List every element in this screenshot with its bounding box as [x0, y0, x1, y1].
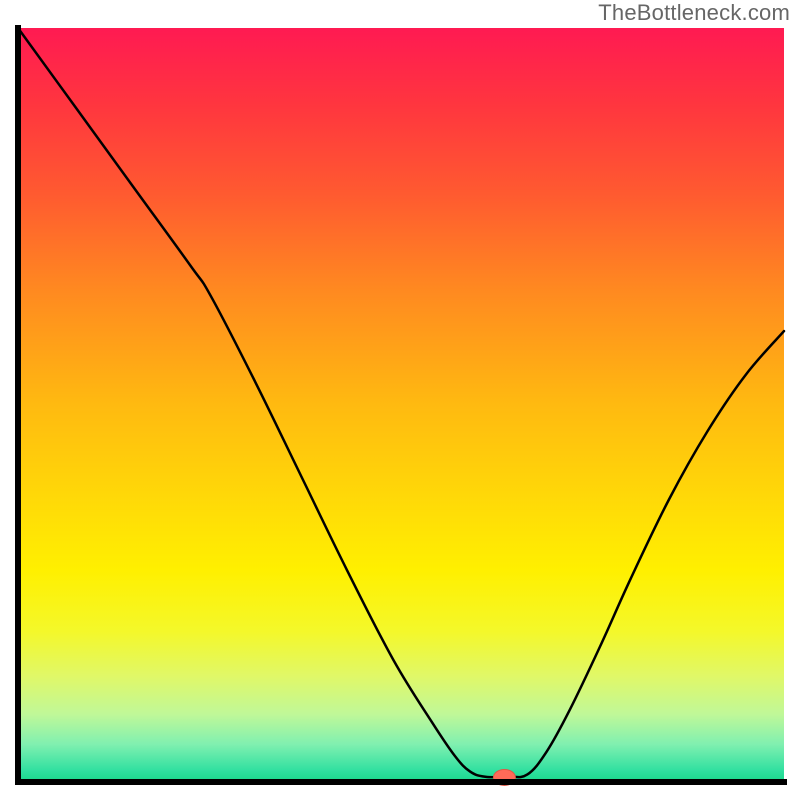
watermark-text: TheBottleneck.com [598, 0, 790, 26]
chart-svg [0, 0, 800, 800]
gradient-background [18, 28, 784, 782]
bottleneck-chart: TheBottleneck.com [0, 0, 800, 800]
